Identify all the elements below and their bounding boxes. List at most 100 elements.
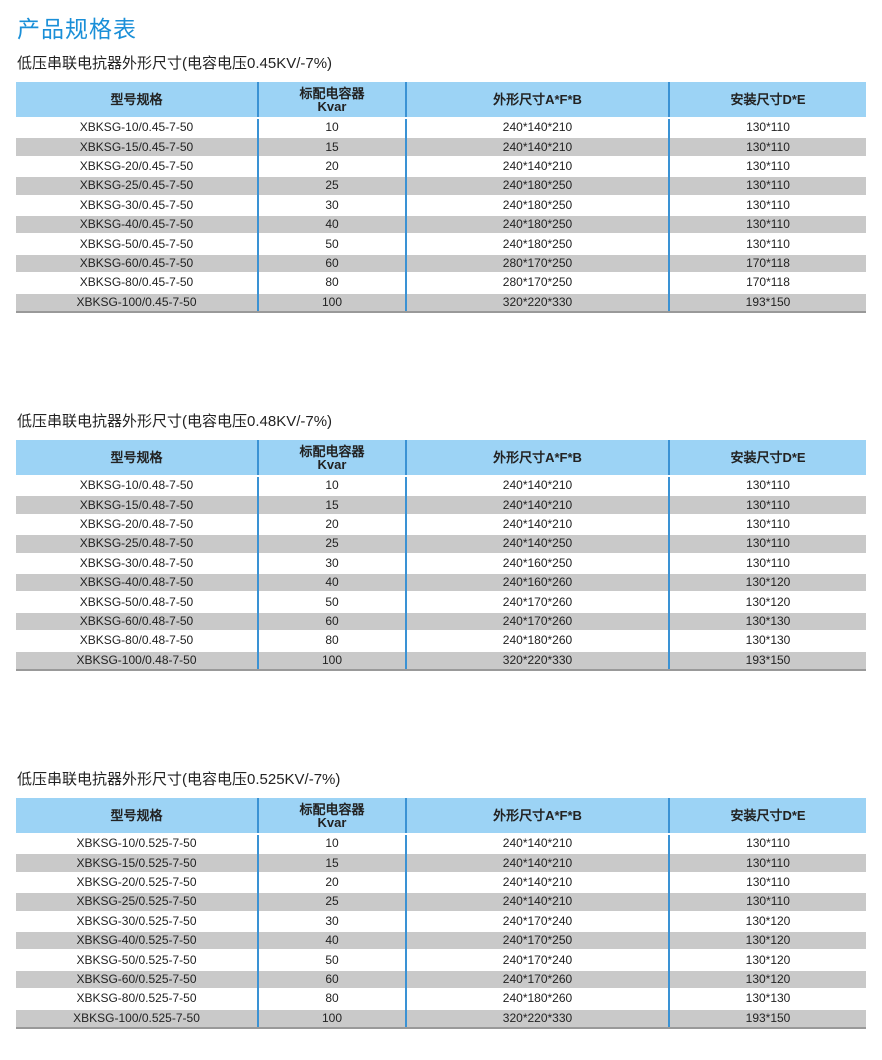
table-cell: XBKSG-10/0.45-7-50 <box>16 116 258 138</box>
table-cell: 15 <box>257 494 406 515</box>
table-cell: 130*110 <box>668 213 866 235</box>
table-row: XBKSG-80/0.525-7-50 80 240*180*260 130*130 <box>16 988 866 1009</box>
table-row: XBKSG-15/0.525-7-50 15 240*140*210 130*110 <box>16 852 866 873</box>
table-cell: 130*120 <box>668 929 866 951</box>
table-row: XBKSG-60/0.525-7-50 60 240*170*260 130*120 <box>16 968 866 990</box>
spec-table: 型号规格 标配电容器 Kvar 外形尺寸A*F*B 安装尺寸D*E XBKSG-1… <box>16 440 866 671</box>
table-cell: 30 <box>257 194 406 215</box>
table-cell: 170*118 <box>668 272 866 293</box>
table-cell: 100 <box>257 1007 406 1029</box>
table-cell: 25 <box>257 891 406 912</box>
table-cell: 130*110 <box>668 552 866 573</box>
table-cell: 80 <box>257 988 406 1009</box>
table-cell: 60 <box>257 968 406 990</box>
table-cell: XBKSG-100/0.45-7-50 <box>16 291 258 313</box>
table-row: XBKSG-40/0.45-7-50 40 240*180*250 130*110 <box>16 213 866 235</box>
table-cell: 240*180*250 <box>405 175 669 196</box>
table-row: XBKSG-20/0.525-7-50 20 240*140*210 130*110 <box>16 871 866 893</box>
table-cell: 60 <box>257 252 406 274</box>
table-cell: 130*120 <box>668 591 866 612</box>
table-subtitle: 低压串联电抗器外形尺寸(电容电压0.48KV/-7%) <box>17 413 333 430</box>
page-title: 产品规格表 <box>17 16 137 42</box>
table-cell: 240*180*260 <box>405 630 669 651</box>
table-cell: 10 <box>257 474 406 496</box>
header-outline-size: 外形尺寸A*F*B <box>405 82 669 119</box>
header-capacitor: 标配电容器 Kvar <box>257 82 406 119</box>
table-cell: XBKSG-80/0.525-7-50 <box>16 988 258 1009</box>
table-cell: 240*140*210 <box>405 474 669 496</box>
table-cell: 240*180*250 <box>405 213 669 235</box>
table-row: XBKSG-80/0.45-7-50 80 280*170*250 170*118 <box>16 272 866 293</box>
header-model: 型号规格 <box>16 82 258 119</box>
table-cell: 240*160*260 <box>405 571 669 593</box>
table-cell: 193*150 <box>668 649 866 671</box>
table-row: XBKSG-10/0.45-7-50 10 240*140*210 130*110 <box>16 116 866 138</box>
table-cell: XBKSG-25/0.48-7-50 <box>16 533 258 554</box>
table-cell: 130*110 <box>668 513 866 535</box>
table-cell: 20 <box>257 513 406 535</box>
table-cell: 40 <box>257 929 406 951</box>
table-cell: 50 <box>257 591 406 612</box>
table-row: XBKSG-30/0.45-7-50 30 240*180*250 130*110 <box>16 194 866 215</box>
table-cell: 130*110 <box>668 175 866 196</box>
table-row: XBKSG-50/0.525-7-50 50 240*170*240 130*120 <box>16 949 866 970</box>
table-cell: XBKSG-20/0.525-7-50 <box>16 871 258 893</box>
table-cell: 130*110 <box>668 194 866 215</box>
table-header: 型号规格 标配电容器 Kvar 外形尺寸A*F*B 安装尺寸D*E <box>16 798 866 835</box>
table-cell: 80 <box>257 630 406 651</box>
table-cell: 100 <box>257 649 406 671</box>
table-row: XBKSG-25/0.525-7-50 25 240*140*210 130*110 <box>16 891 866 912</box>
table-cell: 30 <box>257 910 406 931</box>
table-cell: 240*140*210 <box>405 155 669 177</box>
header-mount-size: 安装尺寸D*E <box>668 82 866 119</box>
table-cell: 240*180*250 <box>405 233 669 254</box>
table-row: XBKSG-60/0.45-7-50 60 280*170*250 170*118 <box>16 252 866 274</box>
table-cell: 193*150 <box>668 1007 866 1029</box>
table-cell: XBKSG-30/0.48-7-50 <box>16 552 258 573</box>
table-cell: 320*220*330 <box>405 1007 669 1029</box>
table-cell: 25 <box>257 533 406 554</box>
table-cell: 25 <box>257 175 406 196</box>
table-cell: 15 <box>257 136 406 157</box>
table-cell: 10 <box>257 832 406 854</box>
table-cell: 130*110 <box>668 474 866 496</box>
table-cell: XBKSG-50/0.45-7-50 <box>16 233 258 254</box>
table-cell: 130*110 <box>668 533 866 554</box>
header-capacitor-label: 标配电容器 <box>299 85 365 101</box>
header-capacitor-label: 标配电容器 <box>299 801 365 817</box>
table-cell: 240*140*210 <box>405 871 669 893</box>
table-cell: XBKSG-40/0.45-7-50 <box>16 213 258 235</box>
table-cell: 20 <box>257 155 406 177</box>
table-row: XBKSG-30/0.48-7-50 30 240*160*250 130*110 <box>16 552 866 573</box>
table-cell: XBKSG-60/0.48-7-50 <box>16 610 258 632</box>
table-row: XBKSG-15/0.48-7-50 15 240*140*210 130*110 <box>16 494 866 515</box>
table-cell: 240*170*260 <box>405 591 669 612</box>
table-cell: 240*140*210 <box>405 513 669 535</box>
header-model: 型号规格 <box>16 440 258 477</box>
table-cell: 240*140*210 <box>405 832 669 854</box>
table-cell: XBKSG-60/0.525-7-50 <box>16 968 258 990</box>
table-row: XBKSG-25/0.48-7-50 25 240*140*250 130*110 <box>16 533 866 554</box>
header-mount-size: 安装尺寸D*E <box>668 440 866 477</box>
table-cell: XBKSG-15/0.45-7-50 <box>16 136 258 157</box>
table-row: XBKSG-50/0.45-7-50 50 240*180*250 130*110 <box>16 233 866 254</box>
table-cell: 130*110 <box>668 852 866 873</box>
table-subtitle: 低压串联电抗器外形尺寸(电容电压0.45KV/-7%) <box>17 55 333 72</box>
table-row: XBKSG-20/0.48-7-50 20 240*140*210 130*110 <box>16 513 866 535</box>
table-row: XBKSG-80/0.48-7-50 80 240*180*260 130*130 <box>16 630 866 651</box>
table-cell: 130*110 <box>668 871 866 893</box>
table-cell: 240*140*250 <box>405 533 669 554</box>
table-row: XBKSG-100/0.525-7-50 100 320*220*330 193*15… <box>16 1007 866 1029</box>
table-cell: XBKSG-80/0.45-7-50 <box>16 272 258 293</box>
table-cell: 130*120 <box>668 571 866 593</box>
table-cell: 240*140*210 <box>405 116 669 138</box>
header-capacitor-label: 标配电容器 <box>299 443 365 459</box>
table-row: XBKSG-40/0.525-7-50 40 240*170*250 130*120 <box>16 929 866 951</box>
table-cell: XBKSG-20/0.48-7-50 <box>16 513 258 535</box>
table-cell: XBKSG-10/0.525-7-50 <box>16 832 258 854</box>
table-cell: XBKSG-25/0.525-7-50 <box>16 891 258 912</box>
table-cell: 320*220*330 <box>405 291 669 313</box>
table-cell: 10 <box>257 116 406 138</box>
table-cell: XBKSG-50/0.525-7-50 <box>16 949 258 970</box>
table-cell: XBKSG-15/0.525-7-50 <box>16 852 258 873</box>
